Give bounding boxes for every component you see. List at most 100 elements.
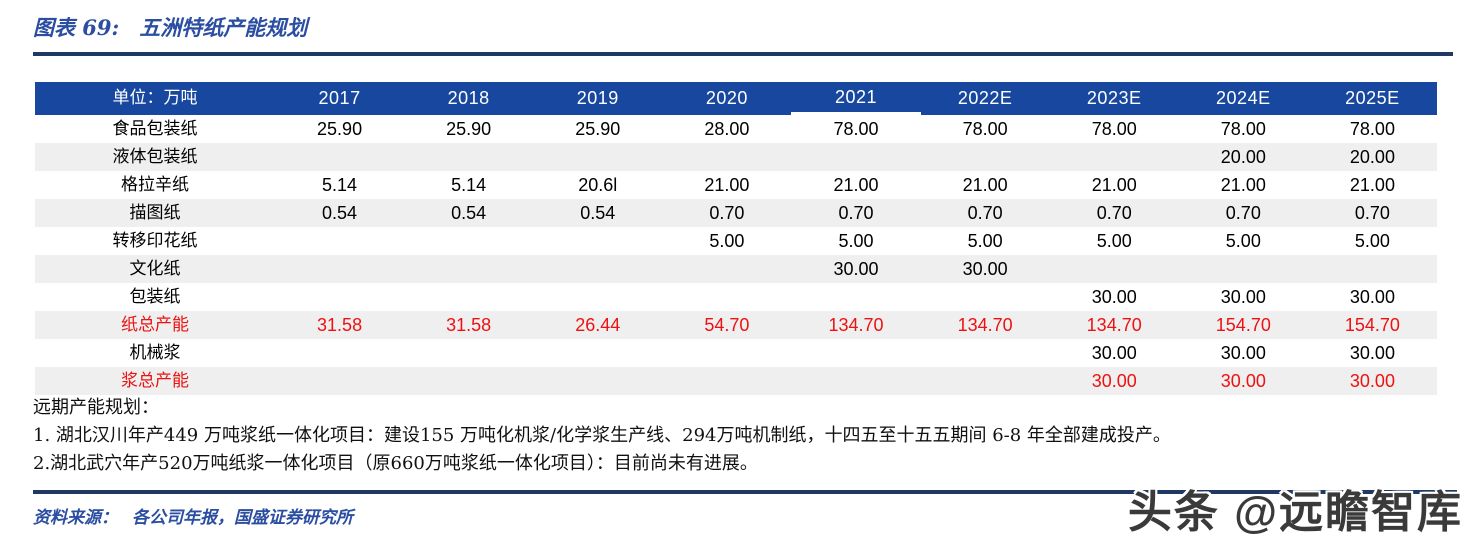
table-cell [533, 143, 662, 171]
table-cell [1050, 255, 1179, 283]
table-cell [791, 367, 920, 395]
table-cell: 0.70 [1354, 203, 1390, 223]
figure-title: 图表 69: 五洲特纸产能规划 [33, 12, 307, 42]
table-cell: 30.00 [1220, 287, 1266, 307]
table-cell: 31.58 [317, 315, 363, 335]
table-cell: 30.00 [833, 259, 879, 279]
table-cell: 78.00 [1091, 119, 1137, 139]
table-cell: 5.00 [1354, 231, 1390, 251]
row-label: 包装纸 [129, 287, 181, 307]
row-label: 食品包装纸 [112, 119, 198, 139]
table-cell: 25.90 [317, 119, 363, 139]
source-label: 资料来源： [33, 508, 118, 528]
table-row-5: 转移印花纸 5.00 5.00 5.00 5.00 5.00 5.00 [35, 227, 1437, 255]
table-cell [921, 143, 1050, 171]
table-cell [791, 339, 920, 367]
table-cell: 30.00 [1349, 343, 1395, 363]
table-cell: 30.00 [1091, 343, 1137, 363]
table-cell [1308, 255, 1437, 283]
table-row-8: 纸总产能 31.58 31.58 26.44 54.70 134.70 134.70 134.… [35, 311, 1437, 339]
table-cell [275, 255, 404, 283]
table-cell: 25.90 [446, 119, 492, 139]
year-header-2018: 2018 [447, 88, 490, 108]
table-cell [921, 339, 1050, 367]
watermark-text: 头条 @远瞻智库 [1127, 488, 1463, 537]
table-cell: 154.70 [1344, 315, 1400, 335]
table-cell: 0.70 [838, 203, 874, 223]
table-cell: 0.70 [1225, 203, 1261, 223]
source-divider-line [33, 490, 1457, 494]
table-cell: 20.6l [578, 175, 618, 195]
capacity-table: 单位：万吨 2017 2018 2019 2020 2021 2022E 2023E 2024… [35, 82, 1437, 395]
table-body: 食品包装纸 25.90 25.90 25.90 28.00 78.00 78.00 78.00… [35, 115, 1437, 395]
table-cell [404, 227, 533, 255]
table-cell: 30.00 [962, 259, 1008, 279]
table-cell [662, 339, 791, 367]
unit-header-cell: 单位：万吨 [112, 88, 198, 108]
table-cell [921, 283, 1050, 311]
table-cell: 21.00 [704, 175, 750, 195]
table-row-6: 文化纸 30.00 30.00 [35, 255, 1437, 283]
table-cell [275, 143, 404, 171]
year-header-2024e: 2024E [1216, 88, 1271, 108]
table-cell [1179, 255, 1308, 283]
row-label: 机械浆 [129, 343, 181, 363]
table-cell: 78.00 [833, 119, 879, 139]
row-label: 转移印花纸 [112, 231, 198, 251]
table-cell: 0.70 [709, 203, 745, 223]
table-cell: 5.14 [322, 175, 358, 195]
table-row-3: 格拉辛纸 5.14 5.14 20.6l 21.00 21.00 21.00 21.00 21.… [35, 171, 1437, 199]
table-cell [662, 143, 791, 171]
table-cell: 154.70 [1215, 315, 1271, 335]
table-cell: 5.00 [838, 231, 874, 251]
table-cell [275, 367, 404, 395]
table-cell: 134.70 [957, 315, 1013, 335]
table-cell: 20.00 [1349, 147, 1395, 167]
table-cell [404, 255, 533, 283]
table-cell [791, 283, 920, 311]
table-header-row: 单位：万吨 2017 2018 2019 2020 2021 2022E 2023E 2024… [35, 82, 1437, 115]
table-cell: 5.14 [451, 175, 487, 195]
table-cell [791, 143, 920, 171]
table-cell: 78.00 [1220, 119, 1266, 139]
table-cell: 5.00 [967, 231, 1003, 251]
table-cell: 30.00 [1220, 371, 1266, 391]
table-cell [275, 339, 404, 367]
year-header-2022e: 2022E [957, 88, 1013, 108]
table-cell [404, 339, 533, 367]
table-cell: 0.54 [580, 203, 616, 223]
table-cell: 30.00 [1220, 343, 1266, 363]
year-header-2020: 2020 [705, 88, 748, 108]
table-cell: 30.00 [1349, 371, 1395, 391]
table-cell: 0.54 [322, 203, 358, 223]
row-label: 格拉辛纸 [121, 175, 189, 195]
table-cell: 54.70 [704, 315, 750, 335]
table-cell [533, 255, 662, 283]
table-row-9: 机械浆 30.00 30.00 30.00 [35, 339, 1437, 367]
year-header-2017: 2017 [318, 88, 361, 108]
table-cell: 21.00 [962, 175, 1008, 195]
notes-heading: 远期产能规划： [33, 397, 159, 418]
table-cell: 21.00 [1349, 175, 1395, 195]
title-divider-line [33, 52, 1453, 56]
source-text: 各公司年报，国盛证券研究所 [132, 508, 353, 528]
table-cell [662, 255, 791, 283]
year-header-2023e: 2023E [1086, 88, 1142, 108]
source-line: 资料来源： 各公司年报，国盛证券研究所 [33, 503, 353, 528]
table-cell: 25.90 [575, 119, 621, 139]
figure-name: 五洲特纸产能规划 [139, 15, 308, 40]
table-cell: 5.00 [1225, 231, 1261, 251]
row-label: 纸总产能 [121, 315, 189, 335]
table-cell [533, 283, 662, 311]
table-cell [275, 283, 404, 311]
table-row-7: 包装纸 30.00 30.00 30.00 [35, 283, 1437, 311]
table-row-1: 食品包装纸 25.90 25.90 25.90 28.00 78.00 78.00 78.00… [35, 115, 1437, 143]
table-cell: 134.70 [828, 315, 884, 335]
table-cell: 21.00 [1220, 175, 1266, 195]
table-cell: 5.00 [1096, 231, 1132, 251]
table-cell [662, 367, 791, 395]
table-cell [275, 227, 404, 255]
table-row-10: 浆总产能 30.00 30.00 30.00 [35, 367, 1437, 395]
year-header-2025e: 2025E [1345, 88, 1400, 108]
table-cell [1050, 143, 1179, 171]
